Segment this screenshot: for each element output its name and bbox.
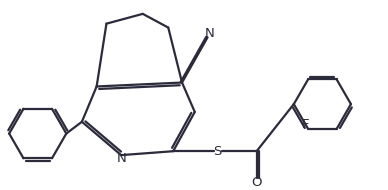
Text: N: N bbox=[117, 152, 126, 165]
Text: F: F bbox=[302, 118, 310, 131]
Text: O: O bbox=[251, 176, 262, 189]
Text: N: N bbox=[204, 27, 215, 40]
Text: S: S bbox=[213, 145, 222, 158]
